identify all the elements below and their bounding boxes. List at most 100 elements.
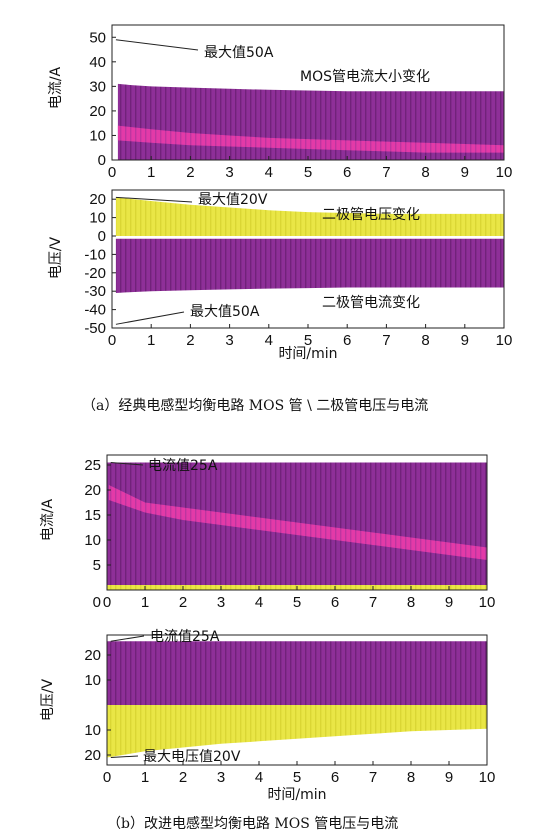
annotation-leader-line — [110, 755, 139, 758]
y-tick-label: 20 — [84, 647, 101, 664]
series-area-b_bottom-0 — [107, 641, 487, 705]
x-tick-label: 4 — [255, 594, 263, 611]
y-tick-label: -30 — [84, 283, 106, 300]
y-axis-label: 电流/A — [40, 498, 56, 541]
y-axis-label: 电压/V — [48, 236, 64, 279]
y-tick-label: 20 — [84, 747, 101, 764]
y-tick-label: 40 — [89, 54, 106, 71]
series-area-a_bottom-0 — [115, 197, 505, 236]
y-tick-label: -20 — [84, 265, 106, 282]
y-tick-label: 20 — [89, 191, 106, 208]
x-tick-label: 1 — [147, 332, 155, 349]
x-tick-label: 6 — [331, 594, 339, 611]
x-tick-label: 6 — [343, 332, 351, 349]
y-tick-label: 10 — [84, 532, 101, 549]
y-tick-label: 30 — [89, 78, 106, 95]
annotation-leader-line — [115, 311, 185, 325]
x-tick-label: 5 — [304, 332, 312, 349]
annotation-label: MOS管电流大小变化 — [300, 69, 430, 85]
y-tick-label-zero: 0 — [93, 594, 101, 611]
x-tick-label: 1 — [141, 769, 149, 786]
chart-b_bottom: 0 1 2 3 4 5 6 7 8 9 10 20 10 10 20 电压/V 时间/min 电流值25A 最大电压… — [40, 629, 495, 803]
x-tick-label: 8 — [407, 594, 415, 611]
annotation-leader-line — [110, 635, 145, 642]
annotation-leader-line — [115, 196, 193, 203]
x-tick-label: 8 — [421, 164, 429, 181]
annotation-label: 二极管电流变化 — [322, 295, 420, 311]
x-tick-label: 5 — [304, 164, 312, 181]
x-tick-label: 1 — [141, 594, 149, 611]
x-tick-label: 8 — [421, 332, 429, 349]
x-tick-label: 9 — [461, 164, 469, 181]
y-tick-label: 15 — [84, 507, 101, 524]
x-tick-label: 2 — [186, 164, 194, 181]
x-tick-label: 4 — [265, 332, 273, 349]
annotation-label: 最大值20V — [198, 192, 268, 208]
y-tick-label: 20 — [84, 482, 101, 499]
y-tick-label: 5 — [93, 557, 101, 574]
x-tick-label: 10 — [479, 769, 496, 786]
series-area-a_top-1 — [117, 125, 505, 153]
y-axis-label: 电流/A — [48, 66, 64, 109]
chart-a_bottom: 0 1 2 3 4 5 6 7 8 9 1020100-10-20-30-40-50电压/V时间/m… — [48, 189, 513, 362]
caption-a: （a）经典电感型均衡电路 MOS 管 \ 二极管电压与电流 — [82, 398, 429, 414]
y-tick-label: 50 — [89, 29, 106, 46]
x-tick-label: 6 — [331, 769, 339, 786]
x-tick-label: 3 — [217, 594, 225, 611]
x-tick-label: 7 — [382, 332, 390, 349]
x-tick-label: 7 — [369, 769, 377, 786]
annotation-label: 电流值25A — [148, 458, 218, 474]
x-tick-label: 4 — [265, 164, 273, 181]
annotation-leader-line — [115, 39, 199, 51]
caption-b: （b）改进电感型均衡电路 MOS 管电压与电流 — [107, 816, 399, 832]
y-tick-label: -50 — [84, 320, 106, 337]
y-tick-label: -10 — [84, 246, 106, 263]
y-tick-label-zero: 0 — [98, 152, 106, 169]
x-tick-label: 10 — [496, 332, 513, 349]
y-tick-label: 25 — [84, 457, 101, 474]
x-tick-label: 5 — [293, 769, 301, 786]
y-tick-label: -40 — [84, 302, 106, 319]
x-tick-label: 5 — [293, 594, 301, 611]
x-tick-label: 0 — [103, 594, 111, 611]
x-axis-label: 时间/min — [278, 346, 337, 362]
x-tick-label: 2 — [179, 594, 187, 611]
x-tick-label: 10 — [496, 164, 513, 181]
x-tick-label: 2 — [179, 769, 187, 786]
x-tick-label: 9 — [461, 332, 469, 349]
x-tick-label: 9 — [445, 769, 453, 786]
chart-b_top: 0 1 2 3 4 5 6 7 8 9 10 5 10 15 20 25 0 电流/A 电流值25A — [40, 454, 496, 611]
series-area-a_bottom-1 — [115, 238, 505, 293]
x-tick-label: 3 — [217, 769, 225, 786]
y-tick-label: 10 — [84, 722, 101, 739]
x-tick-label: 10 — [479, 594, 496, 611]
x-tick-label: 9 — [445, 594, 453, 611]
annotation-leader-line — [110, 462, 144, 466]
annotation-label: 电流值25A — [150, 629, 220, 645]
y-tick-label: 10 — [89, 210, 106, 227]
y-tick-label: 0 — [98, 228, 106, 245]
x-tick-label: 6 — [343, 164, 351, 181]
x-tick-label: 0 — [108, 332, 116, 349]
x-tick-label: 8 — [407, 769, 415, 786]
y-tick-label: 20 — [89, 103, 106, 120]
x-tick-label: 7 — [382, 164, 390, 181]
annotation-label: 最大值50A — [204, 45, 274, 61]
x-tick-label: 3 — [225, 164, 233, 181]
y-axis-label: 电压/V — [40, 678, 56, 721]
annotation-label: 最大电压值20V — [143, 749, 241, 765]
x-tick-label: 0 — [108, 164, 116, 181]
chart-a_top: 0 1 2 3 4 5 6 7 8 9 10 10 20 30 40 50 0 电流/A 最大值50A MOS管电流大… — [48, 24, 513, 181]
series-area-b_top-2 — [108, 485, 488, 560]
x-tick-label: 2 — [186, 332, 194, 349]
x-tick-label: 7 — [369, 594, 377, 611]
x-axis-label: 时间/min — [267, 787, 326, 803]
x-tick-label: 4 — [255, 769, 263, 786]
y-tick-label: 10 — [84, 672, 101, 689]
x-tick-label: 0 — [103, 769, 111, 786]
series-area-b_bottom-1 — [107, 705, 487, 758]
y-tick-label: 10 — [89, 127, 106, 144]
x-tick-label: 1 — [147, 164, 155, 181]
x-tick-label: 3 — [225, 332, 233, 349]
